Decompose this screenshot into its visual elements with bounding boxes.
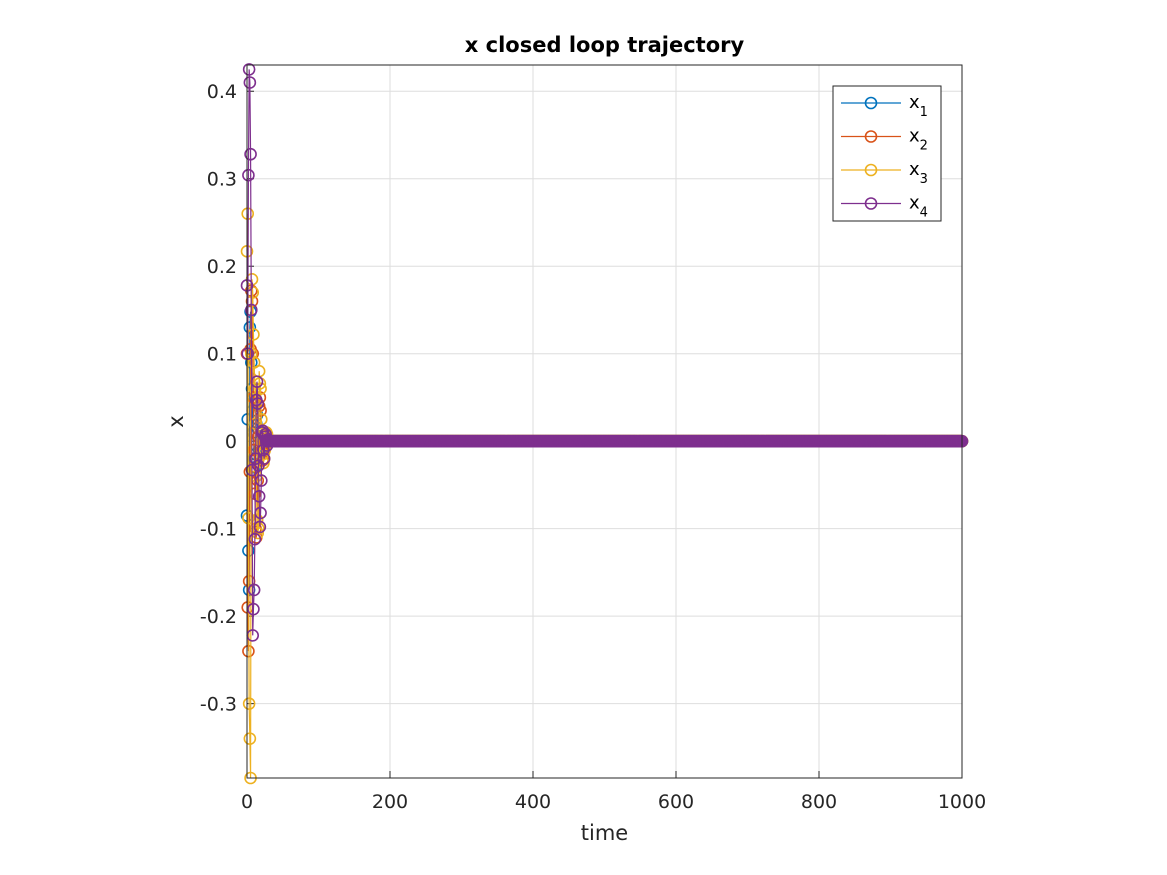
data-point (250, 513, 264, 527)
data-point (247, 583, 261, 597)
data-point (257, 452, 271, 465)
data-point (243, 76, 257, 89)
data-point (248, 532, 262, 546)
y-tick-label: -0.1 (200, 519, 237, 541)
x-axis-label: time (581, 821, 628, 845)
legend-subscript: 4 (920, 206, 928, 221)
data-point (242, 511, 255, 525)
data-point (254, 506, 267, 520)
legend-marker (864, 130, 878, 143)
data-point (241, 347, 255, 360)
x-tick-label: 200 (372, 791, 408, 813)
plot-frame (246, 64, 963, 779)
data-point (251, 397, 265, 410)
x-tick-label: 400 (515, 791, 551, 813)
series-x4 (240, 63, 969, 642)
y-tick-label: 0.3 (207, 169, 237, 191)
data-point (244, 147, 257, 161)
data-point (247, 602, 260, 616)
data-point (243, 732, 257, 745)
y-tick-label: 0.1 (207, 344, 237, 366)
chart-title: x closed loop trajectory (465, 33, 745, 57)
y-axis-label: x (164, 415, 188, 427)
legend-subscript: 3 (920, 172, 928, 187)
y-tick-label: 0.2 (207, 256, 237, 278)
data-series (240, 63, 969, 785)
legend-subscript: 1 (920, 105, 928, 120)
legend-marker (864, 163, 878, 177)
x-tick-label: 1000 (938, 791, 986, 813)
y-tick-label: 0.4 (207, 81, 237, 103)
data-point (249, 452, 262, 465)
data-point (243, 321, 257, 334)
x-tick-label: 800 (801, 791, 837, 813)
data-point (242, 63, 256, 76)
data-point (252, 489, 266, 503)
data-point (253, 520, 267, 534)
legend-marker (864, 197, 878, 210)
y-tick-label: -0.3 (200, 694, 237, 716)
axes: 0 200 400 600 800 1000 -0.3 -0.2 -0.1 0 0.1 0.2 0.3 0… (200, 81, 986, 813)
data-point (254, 474, 268, 487)
data-point (254, 382, 267, 395)
legend-box (832, 85, 942, 222)
data-point (242, 168, 255, 182)
data-point (242, 697, 256, 710)
legend-subscript: 2 (920, 139, 928, 154)
x-tick-label: 0 (241, 791, 253, 813)
data-point (244, 303, 258, 317)
data-point (250, 375, 264, 388)
x-tick-label: 600 (658, 791, 694, 813)
y-tick-label: -0.2 (200, 606, 237, 628)
y-tick-label: 0 (225, 431, 237, 453)
legend-marker (864, 96, 878, 110)
